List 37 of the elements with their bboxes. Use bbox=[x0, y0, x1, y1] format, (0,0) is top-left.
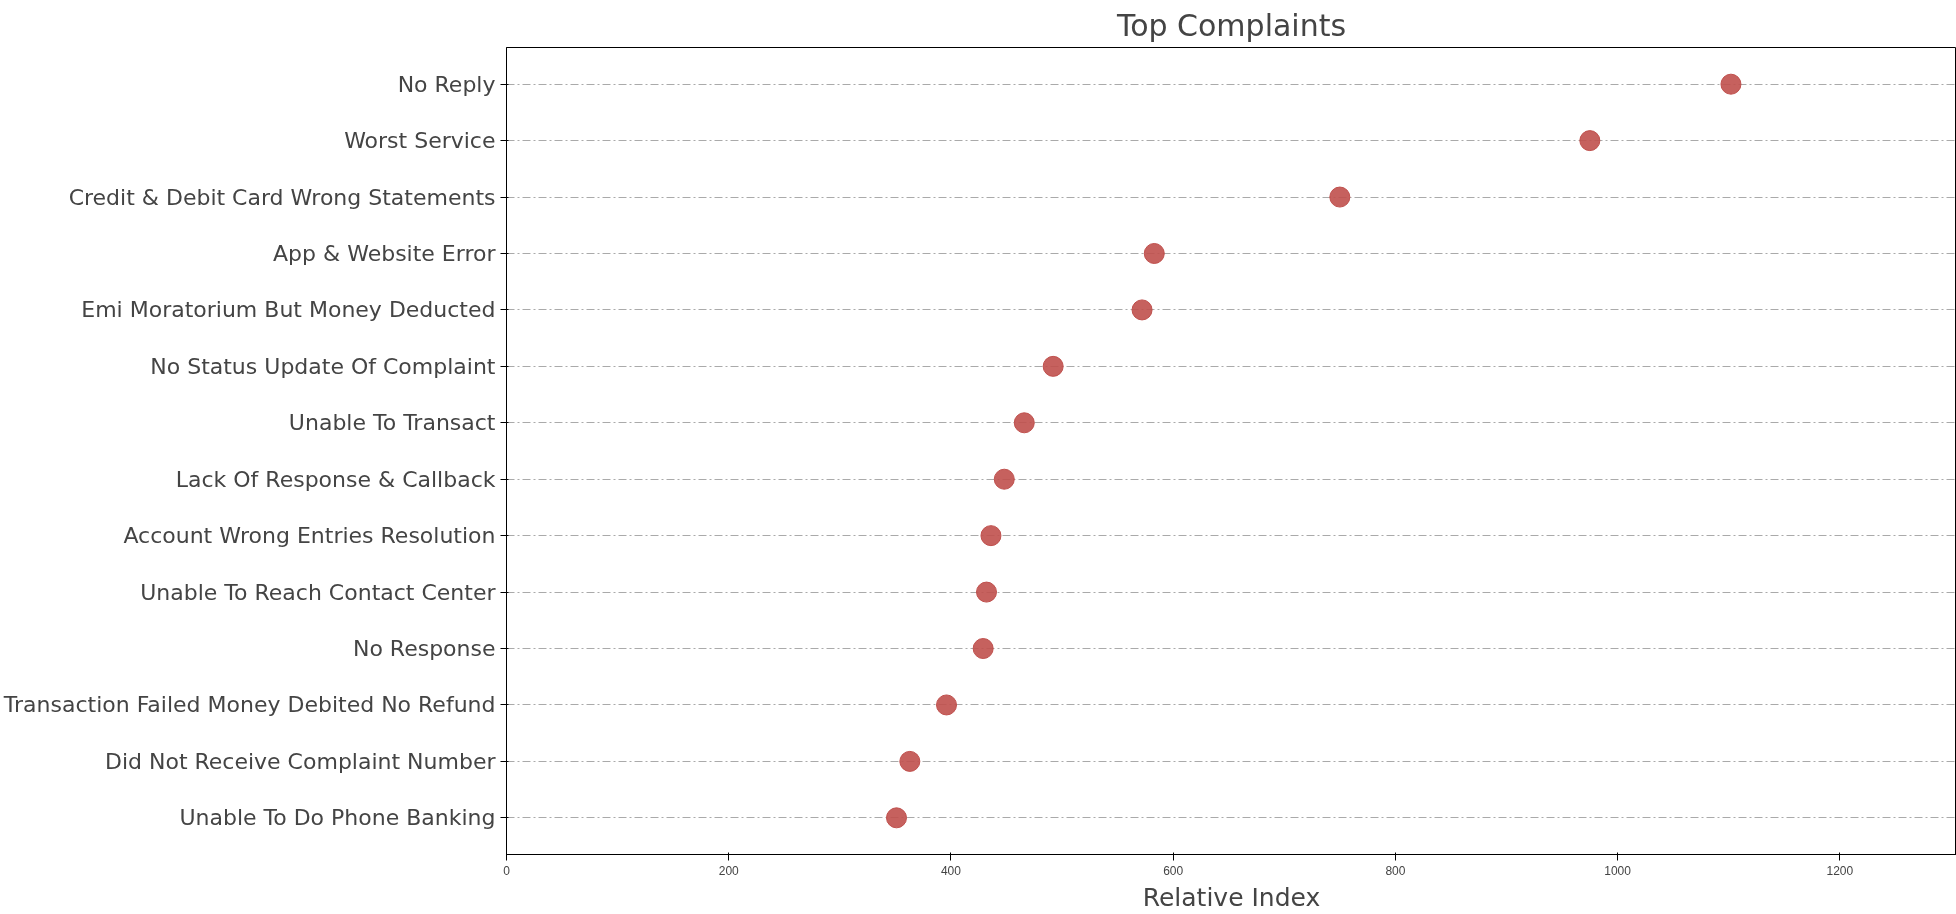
y-tick-label: App & Website Error bbox=[273, 240, 497, 266]
x-tick-label: 400 bbox=[940, 863, 962, 878]
y-tick-label: No Reply bbox=[397, 71, 496, 97]
point bbox=[1329, 186, 1351, 208]
y-tick-label: Transaction Failed Money Debited No Refund bbox=[2, 692, 496, 718]
y-tick-label: Unable To Do Phone Banking bbox=[179, 805, 496, 831]
point bbox=[1143, 243, 1165, 264]
point bbox=[1131, 299, 1153, 321]
x-tick-label: 200 bbox=[718, 863, 740, 878]
y-tick-label: Lack Of Response & Callback bbox=[175, 466, 496, 492]
x-tick-label: 1200 bbox=[1826, 863, 1854, 878]
chart-title: Top Complaints bbox=[1115, 7, 1347, 43]
y-tick-label: Did Not Receive Complaint Number bbox=[104, 748, 497, 774]
point bbox=[1042, 355, 1064, 377]
point bbox=[993, 468, 1015, 490]
point bbox=[980, 525, 1002, 547]
point bbox=[972, 638, 994, 659]
y-tick-label: No Response bbox=[352, 636, 496, 662]
point bbox=[1013, 412, 1035, 434]
x-tick-label: 1000 bbox=[1604, 863, 1632, 878]
point bbox=[936, 694, 957, 716]
y-tick-label: No Status Update Of Complaint bbox=[150, 353, 496, 379]
y-tick-label: Account Wrong Entries Resolution bbox=[123, 523, 496, 549]
y-tick-label: Emi Moratorium But Money Deducted bbox=[81, 297, 496, 323]
y-tick-label: Unable To Transact bbox=[288, 410, 496, 436]
point bbox=[976, 581, 997, 603]
x-tick-label: 600 bbox=[1163, 863, 1184, 878]
x-tick-label: 0 bbox=[503, 863, 511, 878]
y-tick-label: Unable To Reach Contact Center bbox=[140, 579, 497, 605]
x-axis-title: Relative Index bbox=[1142, 882, 1321, 912]
y-tick-label: Credit & Debit Card Wrong Statements bbox=[68, 184, 496, 210]
point bbox=[886, 807, 907, 829]
y-tick-label: Worst Service bbox=[344, 128, 496, 154]
point bbox=[899, 750, 921, 772]
point bbox=[1720, 73, 1742, 95]
point bbox=[1579, 130, 1601, 152]
x-tick-label: 800 bbox=[1385, 863, 1406, 878]
